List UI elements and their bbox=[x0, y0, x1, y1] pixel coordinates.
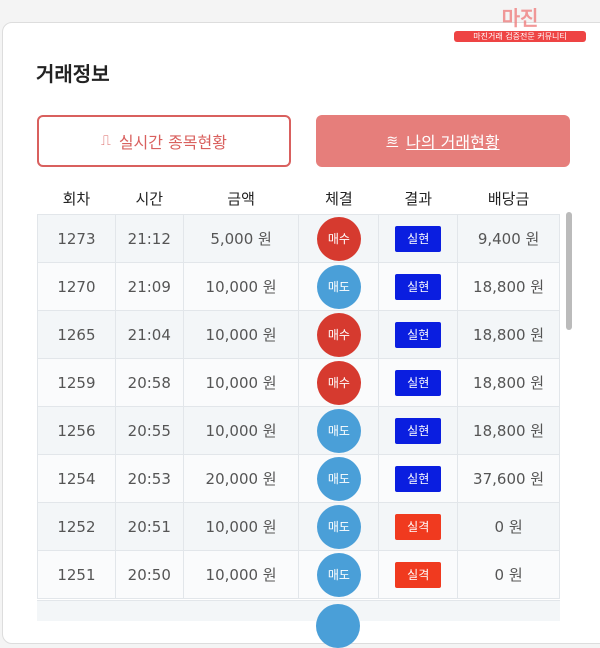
tab-label: 실시간 종목현황 bbox=[118, 133, 227, 152]
row: 1270 21:09 10,000 원 매도 실현 18,800 원 bbox=[37, 262, 560, 311]
row: 1256 20:55 10,000 원 매도 실현 18,800 원 bbox=[37, 406, 560, 455]
cell: 실현 bbox=[378, 406, 459, 455]
trade-table: 회차 시간 금액 체결 결과 배당금 1273 21:12 5,000 원 매수 실현 9,400 … bbox=[37, 182, 560, 599]
cell: 1270 bbox=[37, 262, 116, 311]
scrollbar[interactable] bbox=[566, 212, 572, 330]
row: 1254 20:53 20,000 원 매도 실현 37,600 원 bbox=[37, 454, 560, 503]
status-dot: 매도 bbox=[316, 408, 361, 453]
result-badge: 실현 bbox=[395, 417, 442, 444]
cell: 10,000 원 bbox=[182, 406, 300, 455]
cell: 20,000 원 bbox=[182, 454, 300, 503]
cell: 10,000 원 bbox=[182, 502, 300, 551]
tab[interactable]: ≋ 나의 거래현황 bbox=[316, 115, 570, 167]
cell: 0 원 bbox=[457, 550, 560, 599]
cell: 1251 bbox=[37, 550, 116, 599]
column-header: 금액 bbox=[227, 189, 255, 208]
status-dot: 매수 bbox=[316, 216, 361, 261]
result-badge: 실격 bbox=[395, 561, 442, 588]
cell: 1273 bbox=[37, 214, 116, 263]
cell: 0 원 bbox=[457, 502, 560, 551]
result-badge: 실현 bbox=[395, 369, 442, 396]
cell: 매도 bbox=[298, 454, 380, 503]
cell: 9,400 원 bbox=[457, 214, 560, 263]
tab[interactable]: ⎍ 실시간 종목현황 bbox=[37, 115, 291, 167]
status-dot: 매도 bbox=[316, 456, 361, 501]
status-dot bbox=[316, 604, 360, 648]
cell: 1259 bbox=[37, 358, 116, 407]
cell: 매도 bbox=[298, 502, 380, 551]
cell: 실격 bbox=[378, 502, 459, 551]
cell: 18,800 원 bbox=[457, 406, 560, 455]
cell: 매도 bbox=[298, 406, 380, 455]
tagline: 마진거래 검증전문 커뮤니티 bbox=[454, 31, 586, 42]
logo: 마진 bbox=[501, 6, 539, 30]
row: 1252 20:51 10,000 원 매도 실격 0 원 bbox=[37, 502, 560, 551]
cell: 매수 bbox=[298, 310, 380, 359]
cell: 21:09 bbox=[114, 262, 184, 311]
cell: 10,000 원 bbox=[182, 550, 300, 599]
status-dot: 매도 bbox=[316, 504, 361, 549]
column-header: 시간 bbox=[135, 189, 164, 208]
cell: 10,000 원 bbox=[182, 358, 300, 407]
cell: 20:50 bbox=[114, 550, 184, 599]
cell: 1265 bbox=[37, 310, 116, 359]
cell: 매수 bbox=[298, 358, 380, 407]
result-badge: 실현 bbox=[395, 273, 442, 300]
cell: 실현 bbox=[378, 454, 459, 503]
column-header: 배당금 bbox=[487, 189, 530, 208]
row: 1273 21:12 5,000 원 매수 실현 9,400 원 bbox=[37, 214, 560, 263]
cell: 1254 bbox=[37, 454, 116, 503]
cell: 매도 bbox=[298, 550, 380, 599]
title: 거래정보 bbox=[36, 62, 110, 86]
cell: 21:12 bbox=[114, 214, 184, 263]
status-dot: 매도 bbox=[316, 552, 361, 597]
cell: 20:53 bbox=[114, 454, 184, 503]
cell: 18,800 원 bbox=[457, 262, 560, 311]
cell: 실현 bbox=[378, 310, 459, 359]
cell: 18,800 원 bbox=[457, 358, 560, 407]
cell: 5,000 원 bbox=[182, 214, 300, 263]
result-badge: 실현 bbox=[395, 465, 442, 492]
row: 1259 20:58 10,000 원 매수 실현 18,800 원 bbox=[37, 358, 560, 407]
cell: 실현 bbox=[378, 262, 459, 311]
cell: 20:55 bbox=[114, 406, 184, 455]
column-header: 회차 bbox=[62, 189, 91, 208]
column-header: 체결 bbox=[325, 189, 353, 208]
column-header: 결과 bbox=[404, 189, 433, 208]
cell: 18,800 원 bbox=[457, 310, 560, 359]
cell: 10,000 원 bbox=[182, 310, 300, 359]
cell: 20:58 bbox=[114, 358, 184, 407]
cell: 1256 bbox=[37, 406, 116, 455]
cell: 20:51 bbox=[114, 502, 184, 551]
status-dot: 매수 bbox=[316, 360, 361, 405]
cell: 매수 bbox=[298, 214, 380, 263]
cell: 실격 bbox=[378, 550, 459, 599]
result-badge: 실현 bbox=[395, 321, 442, 348]
row: 1251 20:50 10,000 원 매도 실격 0 원 bbox=[37, 550, 560, 599]
header-row: 회차 시간 금액 체결 결과 배당금 bbox=[38, 182, 560, 215]
cell: 1252 bbox=[37, 502, 116, 551]
watermark: 마진 마진거래 검증전문 커뮤니티 bbox=[440, 2, 600, 42]
tab-label: 나의 거래현황 bbox=[406, 133, 500, 152]
cell: 실현 bbox=[378, 214, 459, 263]
cell: 실현 bbox=[378, 358, 459, 407]
cell: 21:04 bbox=[114, 310, 184, 359]
partial-row bbox=[37, 600, 560, 648]
status-dot: 매수 bbox=[316, 312, 361, 357]
row: 1265 21:04 10,000 원 매수 실현 18,800 원 bbox=[37, 310, 560, 359]
result-badge: 실현 bbox=[395, 225, 442, 252]
cell: 매도 bbox=[298, 262, 380, 311]
status-dot: 매도 bbox=[316, 264, 361, 309]
cell: 37,600 원 bbox=[457, 454, 560, 503]
cell: 10,000 원 bbox=[182, 262, 300, 311]
result-badge: 실격 bbox=[395, 513, 442, 540]
